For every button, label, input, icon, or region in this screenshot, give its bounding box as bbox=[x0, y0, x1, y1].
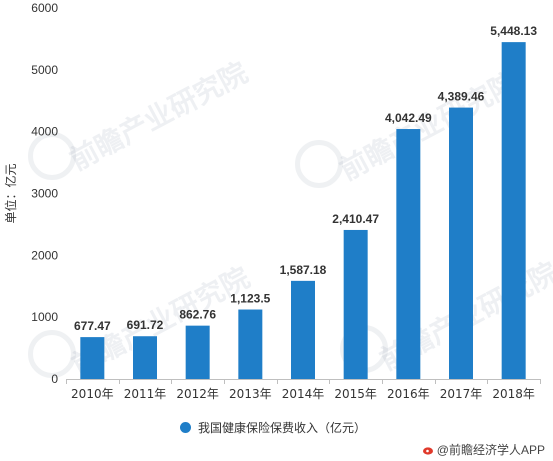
y-tick-label: 1000 bbox=[31, 310, 58, 324]
bar bbox=[501, 42, 526, 379]
bar bbox=[80, 337, 105, 379]
bar-value-label: 2,410.47 bbox=[332, 212, 379, 226]
x-tick-label: 2012年 bbox=[176, 387, 219, 401]
y-axis-label: 单位：亿元 bbox=[3, 163, 18, 223]
legend-label: 我国健康保险保费收入（亿元） bbox=[198, 420, 367, 435]
bar-value-label: 4,042.49 bbox=[385, 111, 432, 125]
x-tick-label: 2015年 bbox=[334, 387, 377, 401]
bar bbox=[449, 107, 473, 380]
source-text: @前瞻经济学人APP bbox=[436, 443, 545, 457]
legend-marker bbox=[180, 421, 191, 433]
bar-value-label: 1,123.5 bbox=[230, 292, 270, 306]
bar bbox=[396, 129, 421, 379]
y-tick-label: 6000 bbox=[31, 1, 58, 15]
bar-value-label: 691.72 bbox=[127, 318, 164, 332]
x-tick-label: 2013年 bbox=[229, 387, 272, 401]
bar bbox=[185, 325, 210, 379]
x-tick-label: 2016年 bbox=[387, 387, 430, 401]
x-tick-label: 2011年 bbox=[124, 387, 167, 401]
bar bbox=[291, 280, 315, 379]
bar bbox=[238, 309, 263, 379]
legend: 我国健康保险保费收入（亿元） bbox=[180, 418, 366, 436]
weibo-icon bbox=[422, 446, 433, 455]
bar-value-label: 5,448.13 bbox=[490, 24, 537, 38]
y-tick-label: 3000 bbox=[31, 187, 58, 201]
x-tick-label: 2018年 bbox=[492, 387, 535, 401]
y-tick-label: 4000 bbox=[31, 125, 58, 139]
x-tick-label: 2014年 bbox=[282, 387, 325, 401]
bar-value-label: 4,389.46 bbox=[438, 90, 485, 104]
bar-value-label: 862.76 bbox=[179, 308, 216, 322]
bar bbox=[343, 229, 368, 379]
bar-value-label: 677.47 bbox=[74, 319, 111, 333]
x-tick-label: 2010年 bbox=[71, 387, 114, 401]
bar bbox=[133, 336, 157, 379]
y-tick-label: 2000 bbox=[31, 248, 58, 262]
bar-value-label: 1,587.18 bbox=[280, 263, 327, 277]
y-tick-label: 5000 bbox=[31, 63, 58, 77]
source-credit: @前瞻经济学人APP bbox=[422, 441, 545, 458]
y-tick-label: 0 bbox=[51, 372, 58, 386]
x-tick-label: 2017年 bbox=[440, 387, 483, 401]
